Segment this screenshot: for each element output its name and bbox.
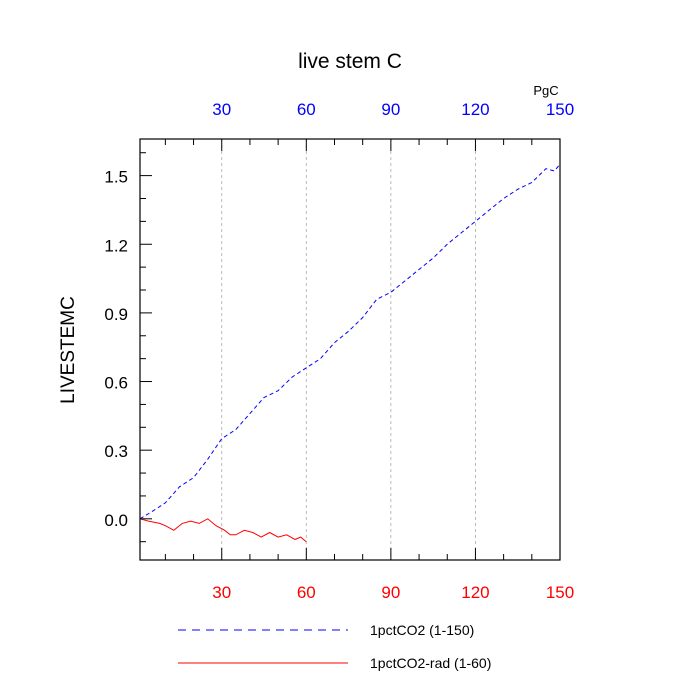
x-tick-label-top-2: 90	[381, 100, 400, 119]
x-tick-label-top-3: 120	[461, 100, 489, 119]
series-layer	[139, 163, 561, 543]
axes: 0.0 0.3 0.6 0.9 1.2 1.5 30 60 90 120 150 30 60 90 120 1…	[104, 100, 574, 602]
x-tick-label-top-1: 60	[297, 100, 316, 119]
x-tick-label-bottom-3: 120	[461, 583, 489, 602]
x-tick-label-bottom-1: 60	[297, 583, 316, 602]
y-tick-label-5: 1.5	[104, 168, 128, 187]
legend: 1pctCO2 (1-150) 1pctCO2-rad (1-60)	[178, 622, 491, 671]
y-tick-label-3: 0.9	[104, 305, 128, 324]
y-tick-label-4: 1.2	[104, 236, 128, 255]
legend-label-1: 1pctCO2 (1-150)	[370, 622, 474, 638]
chart-title: live stem C	[298, 50, 402, 73]
y-tick-label-0: 0.0	[104, 511, 128, 530]
legend-label-2: 1pctCO2-rad (1-60)	[370, 655, 491, 671]
y-tick-label-2: 0.6	[104, 374, 128, 393]
x-tick-label-bottom-0: 30	[212, 583, 231, 602]
x-tick-label-bottom-2: 90	[381, 583, 400, 602]
x-tick-label-top-0: 30	[212, 100, 231, 119]
x-tick-label-top-4: 150	[546, 100, 574, 119]
y-tick-label-1: 0.3	[104, 442, 128, 461]
series-line-1	[139, 163, 561, 520]
units-label: PgC	[533, 83, 558, 98]
y-axis-label: LIVESTEMC	[58, 296, 79, 404]
x-tick-label-bottom-4: 150	[546, 583, 574, 602]
gridlines	[221, 139, 476, 560]
series-line-2	[139, 518, 307, 543]
plot-frame	[139, 138, 561, 561]
